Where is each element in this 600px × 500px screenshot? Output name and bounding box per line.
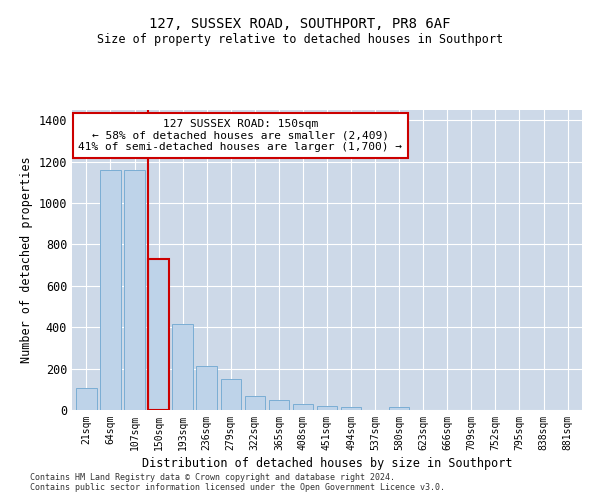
Text: Size of property relative to detached houses in Southport: Size of property relative to detached ho… [97,32,503,46]
Bar [172,324,193,410]
Bar [196,366,217,410]
Text: Contains HM Land Registry data © Crown copyright and database right 2024.: Contains HM Land Registry data © Crown c… [30,474,395,482]
Text: 127 SUSSEX ROAD: 150sqm
← 58% of detached houses are smaller (2,409)
41% of semi: 127 SUSSEX ROAD: 150sqm ← 58% of detache… [79,119,403,152]
Bar [293,404,313,410]
Bar [341,407,361,410]
Text: Contains public sector information licensed under the Open Government Licence v3: Contains public sector information licen… [30,484,445,492]
Bar [148,259,169,410]
Bar [124,170,145,410]
Bar [100,170,121,410]
Bar [389,407,409,410]
Bar [245,396,265,410]
Y-axis label: Number of detached properties: Number of detached properties [20,156,33,364]
Bar [76,388,97,410]
Bar [269,400,289,410]
Bar [317,406,337,410]
Text: 127, SUSSEX ROAD, SOUTHPORT, PR8 6AF: 127, SUSSEX ROAD, SOUTHPORT, PR8 6AF [149,18,451,32]
X-axis label: Distribution of detached houses by size in Southport: Distribution of detached houses by size … [142,457,512,470]
Bar [221,379,241,410]
